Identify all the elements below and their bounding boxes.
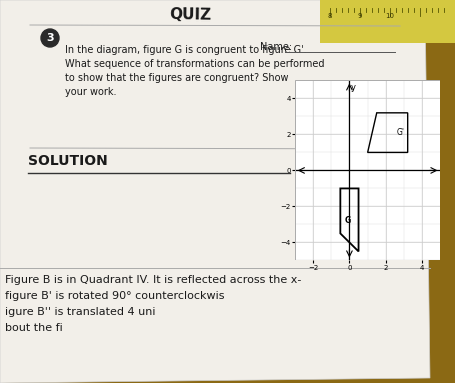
Text: figure B' is rotated 90° counterclockwis: figure B' is rotated 90° counterclockwis	[5, 291, 224, 301]
Text: G: G	[344, 216, 351, 225]
Text: Name:: Name:	[260, 42, 292, 52]
Polygon shape	[320, 0, 455, 43]
Text: igure B'' is translated 4 uni: igure B'' is translated 4 uni	[5, 307, 156, 317]
Text: your work.: your work.	[65, 87, 116, 97]
Text: In the diagram, figure G is congruent to figure G'.: In the diagram, figure G is congruent to…	[65, 45, 307, 55]
Text: y: y	[351, 83, 355, 92]
Circle shape	[41, 29, 59, 47]
Text: QUIZ: QUIZ	[169, 7, 211, 23]
Text: 8: 8	[328, 13, 332, 19]
Text: G': G'	[396, 128, 404, 137]
Text: bout the fi: bout the fi	[5, 323, 63, 333]
Polygon shape	[0, 0, 430, 383]
Text: Figure B is in Quadrant IV. It is reflected across the x-: Figure B is in Quadrant IV. It is reflec…	[5, 275, 301, 285]
Text: 9: 9	[358, 13, 362, 19]
Text: 3: 3	[46, 33, 54, 43]
Text: SOLUTION: SOLUTION	[28, 154, 108, 168]
Text: 10: 10	[385, 13, 394, 19]
Text: to show that the figures are congruent? Show: to show that the figures are congruent? …	[65, 73, 288, 83]
Text: What sequence of transformations can be performed: What sequence of transformations can be …	[65, 59, 324, 69]
